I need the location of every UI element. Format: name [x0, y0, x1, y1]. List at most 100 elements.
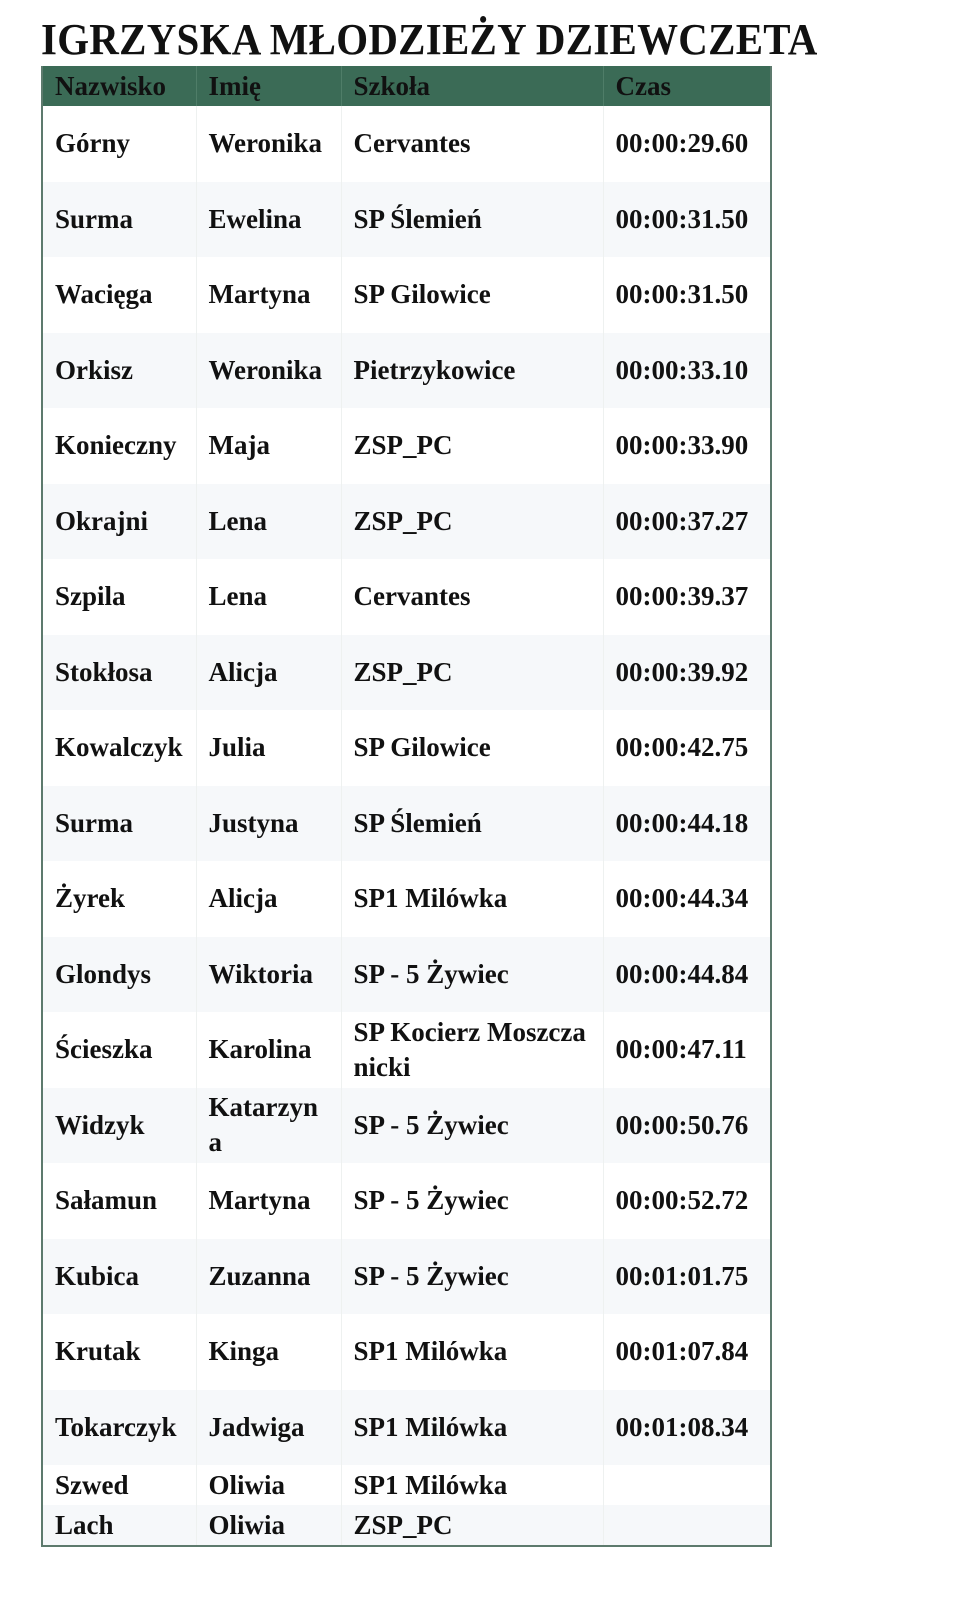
cell-school: Cervantes	[341, 106, 604, 182]
cell-first-name: Justyna	[196, 785, 342, 861]
cell-time: 00:00:39.37	[603, 559, 772, 635]
cell-first-name: Weronika	[196, 106, 342, 182]
cell-first-name: Karolina	[196, 1012, 342, 1088]
cell-first-name: Maja	[196, 408, 342, 484]
cell-time: 00:01:07.84	[603, 1314, 772, 1390]
cell-first-name: Alicja	[196, 861, 342, 937]
cell-surname: Kowalczyk	[42, 710, 197, 786]
table-header: Nazwisko Imię Szkoła Czas	[42, 66, 772, 106]
results-table: Nazwisko Imię Szkoła Czas Górny Weronika Cerv…	[41, 66, 772, 1547]
cell-school: SP1 Milówka	[341, 1314, 604, 1390]
cell-surname: Kubica	[42, 1238, 197, 1314]
cell-school: ZSP_PC	[341, 408, 604, 484]
cell-school: Pietrzykowice	[341, 332, 604, 408]
cell-first-name: Lena	[196, 559, 342, 635]
cell-time: 00:00:52.72	[603, 1163, 772, 1239]
table-row: Orkisz Weronika Pietrzykowice 00:00:33.10	[42, 332, 772, 408]
cell-school: SP Ślemień	[341, 785, 604, 861]
cell-first-name: Oliwia	[196, 1465, 342, 1505]
cell-time: 00:00:47.11	[603, 1012, 772, 1088]
column-header-first-name: Imię	[196, 66, 342, 106]
cell-time: 00:00:50.76	[603, 1087, 772, 1163]
cell-first-name: Weronika	[196, 332, 342, 408]
cell-school: SP - 5 Żywiec	[341, 1163, 604, 1239]
cell-time	[603, 1505, 772, 1546]
table-row: Sałamun Martyna SP - 5 Żywiec 00:00:52.72	[42, 1163, 772, 1239]
column-header-surname: Nazwisko	[42, 66, 197, 106]
cell-surname: Surma	[42, 785, 197, 861]
cell-surname: Stokłosa	[42, 634, 197, 710]
cell-first-name: Martyna	[196, 257, 342, 333]
cell-surname: Surma	[42, 181, 197, 257]
cell-surname: Widzyk	[42, 1087, 197, 1163]
table-row: Lach Oliwia ZSP_PC	[42, 1505, 772, 1546]
cell-surname: Wacięga	[42, 257, 197, 333]
cell-first-name: Zuzanna	[196, 1238, 342, 1314]
cell-surname: Ścieszka	[42, 1012, 197, 1088]
table-row: Surma Justyna SP Ślemień 00:00:44.18	[42, 785, 772, 861]
cell-time: 00:00:31.50	[603, 257, 772, 333]
table-row: Szpila Lena Cervantes 00:00:39.37	[42, 559, 772, 635]
cell-surname: Lach	[42, 1505, 197, 1546]
cell-time: 00:00:44.84	[603, 936, 772, 1012]
cell-time: 00:00:44.18	[603, 785, 772, 861]
cell-first-name: Martyna	[196, 1163, 342, 1239]
cell-surname: Tokarczyk	[42, 1389, 197, 1465]
cell-school: SP - 5 Żywiec	[341, 1238, 604, 1314]
cell-time: 00:00:33.10	[603, 332, 772, 408]
cell-time: 00:01:01.75	[603, 1238, 772, 1314]
table-row: Widzyk Katarzyna SP - 5 Żywiec 00:00:50.76	[42, 1087, 772, 1163]
cell-surname: Konieczny	[42, 408, 197, 484]
cell-first-name: Kinga	[196, 1314, 342, 1390]
cell-school: ZSP_PC	[341, 634, 604, 710]
table-row: Wacięga Martyna SP Gilowice 00:00:31.50	[42, 257, 772, 333]
cell-time: 00:01:08.34	[603, 1389, 772, 1465]
table-row: Glondys Wiktoria SP - 5 Żywiec 00:00:44.84	[42, 936, 772, 1012]
cell-time: 00:00:42.75	[603, 710, 772, 786]
table-body: Górny Weronika Cervantes 00:00:29.60 Surma Ew…	[42, 106, 772, 1546]
table-row: Szwed Oliwia SP1 Milówka	[42, 1465, 772, 1505]
cell-time: 00:00:44.34	[603, 861, 772, 937]
table-row: Kubica Zuzanna SP - 5 Żywiec 00:01:01.75	[42, 1238, 772, 1314]
cell-time	[603, 1465, 772, 1505]
table-row: Stokłosa Alicja ZSP_PC 00:00:39.92	[42, 634, 772, 710]
table-row: Krutak Kinga SP1 Milówka 00:01:07.84	[42, 1314, 772, 1390]
cell-surname: Orkisz	[42, 332, 197, 408]
cell-school: SP Ślemień	[341, 181, 604, 257]
cell-time: 00:00:33.90	[603, 408, 772, 484]
cell-first-name: Alicja	[196, 634, 342, 710]
cell-surname: Glondys	[42, 936, 197, 1012]
table-row: Górny Weronika Cervantes 00:00:29.60	[42, 106, 772, 182]
cell-school: SP1 Milówka	[341, 1465, 604, 1505]
cell-time: 00:00:29.60	[603, 106, 772, 182]
cell-school: SP - 5 Żywiec	[341, 1087, 604, 1163]
cell-first-name: Ewelina	[196, 181, 342, 257]
cell-school: Cervantes	[341, 559, 604, 635]
table-row: Tokarczyk Jadwiga SP1 Milówka 00:01:08.34	[42, 1389, 772, 1465]
cell-school: SP - 5 Żywiec	[341, 936, 604, 1012]
cell-time: 00:00:37.27	[603, 483, 772, 559]
cell-surname: Szpila	[42, 559, 197, 635]
column-header-school: Szkoła	[341, 66, 604, 106]
cell-first-name: Wiktoria	[196, 936, 342, 1012]
cell-surname: Górny	[42, 106, 197, 182]
cell-first-name: Jadwiga	[196, 1389, 342, 1465]
column-header-time: Czas	[603, 66, 772, 106]
table-row: Kowalczyk Julia SP Gilowice 00:00:42.75	[42, 710, 772, 786]
table-row: Konieczny Maja ZSP_PC 00:00:33.90	[42, 408, 772, 484]
page-title: IGRZYSKA MŁODZIEŻY DZIEWCZETA	[41, 15, 818, 64]
cell-first-name: Katarzyna	[196, 1087, 342, 1163]
cell-school: SP Gilowice	[341, 710, 604, 786]
cell-school: SP Kocierz Moszczanicki	[341, 1012, 604, 1088]
cell-school: SP1 Milówka	[341, 861, 604, 937]
cell-school: ZSP_PC	[341, 1505, 604, 1546]
table-row: Okrajni Lena ZSP_PC 00:00:37.27	[42, 483, 772, 559]
cell-first-name: Lena	[196, 483, 342, 559]
table-row: Ścieszka Karolina SP Kocierz Moszczanicki 0…	[42, 1012, 772, 1088]
cell-first-name: Oliwia	[196, 1505, 342, 1546]
cell-surname: Żyrek	[42, 861, 197, 937]
cell-school: SP Gilowice	[341, 257, 604, 333]
cell-time: 00:00:31.50	[603, 181, 772, 257]
cell-time: 00:00:39.92	[603, 634, 772, 710]
cell-surname: Szwed	[42, 1465, 197, 1505]
